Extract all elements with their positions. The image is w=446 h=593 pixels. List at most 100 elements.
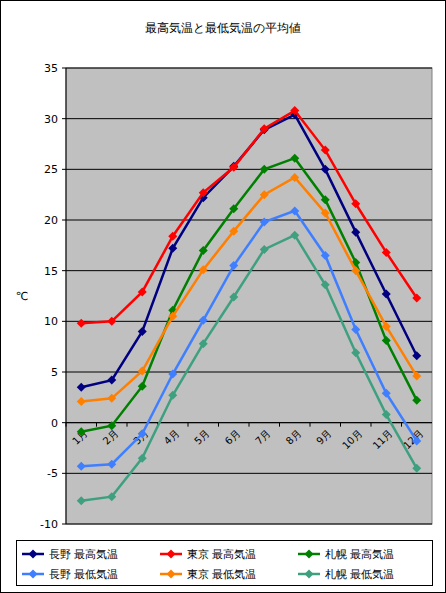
data-point: [138, 429, 147, 438]
chart: 最高気温と最低気温の平均値℃-10-5051015202530351月2月3月4…: [0, 0, 446, 593]
data-point: [77, 383, 86, 392]
legend-box: [17, 541, 433, 586]
grid-line: [66, 169, 432, 170]
legend-label: 札幌 最低気温: [325, 568, 394, 580]
legend-marker: [29, 570, 38, 579]
data-point: [77, 496, 86, 505]
tick: [62, 270, 66, 271]
data-point: [351, 266, 360, 275]
data-point: [351, 228, 360, 237]
data-point: [382, 289, 391, 298]
tick: [62, 169, 66, 170]
data-point: [77, 319, 86, 328]
tick-label: 30: [44, 113, 58, 126]
data-point: [107, 376, 116, 385]
series-group: [77, 106, 422, 505]
series-line: [81, 211, 417, 466]
y-axis: [66, 68, 67, 524]
data-point: [199, 316, 208, 325]
tick: [62, 422, 66, 423]
data-point: [412, 351, 421, 360]
series-line: [81, 158, 417, 432]
data-point: [168, 370, 177, 379]
x-tick: [279, 423, 280, 427]
data-point: [107, 421, 116, 430]
series-line: [81, 115, 417, 388]
tick-label: -10: [40, 518, 58, 531]
data-point: [168, 312, 177, 321]
x-tick: [188, 423, 189, 427]
data-point: [168, 232, 177, 241]
data-point: [412, 396, 421, 405]
data-point: [290, 154, 299, 163]
tick-label: 10: [44, 315, 58, 328]
category-label: 7月: [253, 427, 272, 446]
tick-label: 0: [51, 417, 58, 430]
data-point: [382, 336, 391, 345]
data-point: [351, 325, 360, 334]
tick-label: -5: [47, 467, 58, 480]
data-point: [351, 348, 360, 357]
data-point: [382, 410, 391, 419]
data-point: [321, 280, 330, 289]
data-point: [321, 251, 330, 260]
data-point: [107, 394, 116, 403]
data-point: [290, 231, 299, 240]
tick-label: 25: [44, 163, 58, 176]
data-point: [321, 195, 330, 204]
data-point: [138, 287, 147, 296]
x-tick: [249, 423, 250, 427]
tick-label: 35: [44, 62, 58, 75]
data-point: [229, 261, 238, 270]
data-point: [382, 322, 391, 331]
data-point: [321, 146, 330, 155]
y-label: ℃: [16, 290, 28, 303]
data-point: [77, 397, 86, 406]
legend: 長野 最高気温東京 最高気温札幌 最高気温長野 最低気温東京 最低気温札幌 最低…: [17, 541, 433, 586]
data-point: [290, 106, 299, 115]
data-point: [229, 227, 238, 236]
category-label: 8月: [284, 427, 303, 446]
data-point: [229, 163, 238, 172]
data-point: [321, 208, 330, 217]
tick-label: 20: [44, 214, 58, 227]
data-point: [77, 462, 86, 471]
category-label: 9月: [314, 427, 333, 446]
data-point: [229, 293, 238, 302]
series-line: [81, 235, 417, 500]
data-point: [260, 124, 269, 133]
tick: [62, 321, 66, 322]
category-label: 11月: [371, 427, 395, 451]
legend-label: 東京 最低気温: [187, 568, 256, 580]
tick-label: 5: [51, 366, 58, 379]
data-point: [168, 244, 177, 253]
tick-label: 15: [44, 265, 58, 278]
data-point: [107, 492, 116, 501]
grid-line: [66, 220, 432, 221]
tick: [62, 220, 66, 221]
x-tick: [127, 423, 128, 427]
grid-line: [66, 524, 432, 525]
data-point: [412, 464, 421, 473]
data-point: [412, 294, 421, 303]
data-point: [290, 206, 299, 215]
legend-marker: [305, 570, 314, 579]
legend-marker: [29, 550, 38, 559]
legend-marker: [305, 550, 314, 559]
data-point: [290, 173, 299, 182]
legend-marker: [167, 570, 176, 579]
data-point: [260, 190, 269, 199]
tick: [62, 473, 66, 474]
title: 最高気温と最低気温の平均値: [145, 21, 301, 35]
data-point: [412, 436, 421, 445]
data-point: [260, 165, 269, 174]
data-point: [199, 188, 208, 197]
plot-area: [66, 68, 432, 524]
tick: [62, 118, 66, 119]
data-point: [321, 165, 330, 174]
x-tick: [310, 423, 311, 427]
data-point: [138, 454, 147, 463]
data-point: [199, 246, 208, 255]
legend-label: 長野 最低気温: [49, 568, 118, 580]
data-point: [260, 245, 269, 254]
